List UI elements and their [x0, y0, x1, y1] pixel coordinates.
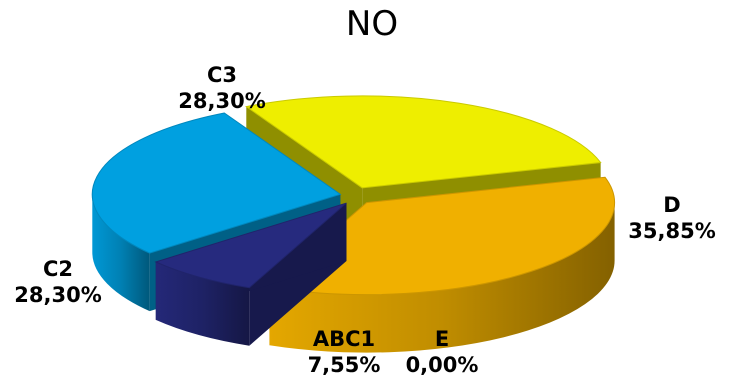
slice-percent-label: 35,85% — [628, 219, 715, 243]
slice-percent-label: 0,00% — [406, 353, 479, 377]
slice-category-label: C3 — [207, 63, 237, 87]
slice-percent-label: 28,30% — [178, 89, 265, 113]
pie-slice-abc1 — [154, 202, 347, 346]
slice-category-label: ABC1 — [313, 327, 375, 351]
pie-slice-side — [269, 202, 615, 353]
pie-slice-top — [245, 95, 602, 189]
slice-category-label: C2 — [43, 257, 73, 281]
slice-percent-label: 7,55% — [308, 353, 381, 377]
chart-title: NO — [345, 4, 399, 44]
pie-slice-d — [268, 176, 616, 353]
pie-slice-top — [154, 202, 347, 289]
slice-percent-label: 28,30% — [14, 283, 101, 307]
pie-slice-side — [155, 261, 250, 346]
pie-slice-top — [268, 176, 616, 296]
pie-slice-side — [92, 194, 150, 312]
slice-category-label: E — [435, 327, 449, 351]
pie-slice-top — [91, 112, 342, 254]
slice-category-label: D — [663, 193, 680, 217]
